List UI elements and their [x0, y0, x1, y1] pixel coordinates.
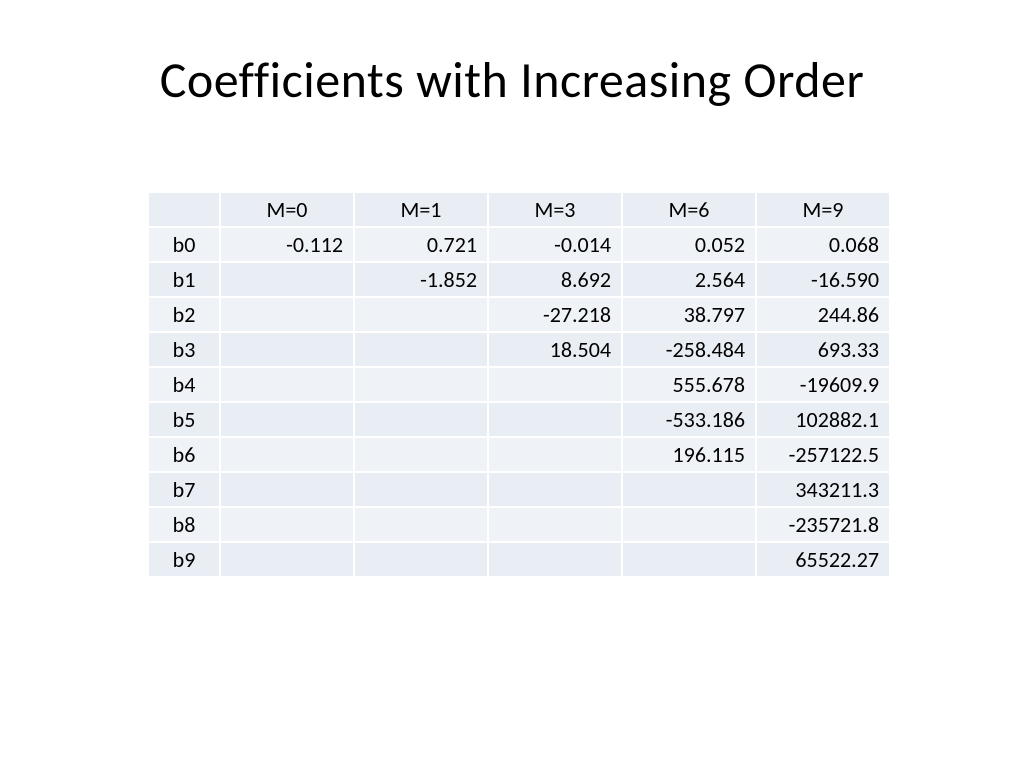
table-cell: -1.852 — [355, 263, 487, 296]
table-cell: 196.115 — [623, 438, 755, 471]
table-cell: 555.678 — [623, 368, 755, 401]
table-cell — [221, 543, 353, 576]
table-cell: 102882.1 — [757, 403, 889, 436]
table-cell — [489, 473, 621, 506]
row-label: b7 — [149, 473, 219, 506]
table-cell: -235721.8 — [757, 508, 889, 541]
table-cell: 18.504 — [489, 333, 621, 366]
page-title: Coefficients with Increasing Order — [60, 50, 964, 111]
table-cell — [489, 543, 621, 576]
table-cell — [355, 298, 487, 331]
coefficients-table: M=0M=1M=3M=6M=9 b0-0.1120.721-0.0140.0520… — [147, 191, 891, 578]
row-label: b4 — [149, 368, 219, 401]
table-cell — [221, 263, 353, 296]
table-cell — [221, 508, 353, 541]
table-cell: -19609.9 — [757, 368, 889, 401]
column-header: M=3 — [489, 193, 621, 226]
table-cell — [355, 473, 487, 506]
table-cell: 244.86 — [757, 298, 889, 331]
table-cell — [355, 438, 487, 471]
table-cell — [489, 508, 621, 541]
column-header: M=6 — [623, 193, 755, 226]
table-cell — [355, 508, 487, 541]
table-cell — [221, 403, 353, 436]
table-cell — [355, 368, 487, 401]
table-cell: 2.564 — [623, 263, 755, 296]
row-label: b9 — [149, 543, 219, 576]
table-cell: -257122.5 — [757, 438, 889, 471]
slide: Coefficients with Increasing Order M=0M=… — [0, 0, 1024, 768]
table-cell — [221, 473, 353, 506]
coefficients-table-container: M=0M=1M=3M=6M=9b0-0.1120.721-0.0140.0520… — [147, 191, 877, 578]
table-cell: -16.590 — [757, 263, 889, 296]
table-cell — [623, 508, 755, 541]
table-cell: -533.186 — [623, 403, 755, 436]
table-cell: 65522.27 — [757, 543, 889, 576]
table-cell — [221, 438, 353, 471]
table-cell — [355, 403, 487, 436]
column-header: M=9 — [757, 193, 889, 226]
table-cell — [355, 333, 487, 366]
table-cell: 0.068 — [757, 228, 889, 261]
row-label: b8 — [149, 508, 219, 541]
table-cell: 0.721 — [355, 228, 487, 261]
row-label: b0 — [149, 228, 219, 261]
table-cell: -27.218 — [489, 298, 621, 331]
table-cell — [489, 403, 621, 436]
table-cell: 38.797 — [623, 298, 755, 331]
table-cell: 8.692 — [489, 263, 621, 296]
table-cell — [489, 438, 621, 471]
table-cell — [623, 543, 755, 576]
table-cell — [623, 473, 755, 506]
table-cell: 0.052 — [623, 228, 755, 261]
row-label: b2 — [149, 298, 219, 331]
row-label: b5 — [149, 403, 219, 436]
table-cell — [221, 298, 353, 331]
table-corner-cell — [149, 193, 219, 226]
row-label: b3 — [149, 333, 219, 366]
table-cell — [355, 543, 487, 576]
table-cell — [221, 368, 353, 401]
column-header: M=0 — [221, 193, 353, 226]
table-cell — [221, 333, 353, 366]
row-label: b1 — [149, 263, 219, 296]
table-cell: -0.112 — [221, 228, 353, 261]
table-cell: 343211.3 — [757, 473, 889, 506]
table-cell: -0.014 — [489, 228, 621, 261]
table-cell — [489, 368, 621, 401]
table-cell: 693.33 — [757, 333, 889, 366]
row-label: b6 — [149, 438, 219, 471]
column-header: M=1 — [355, 193, 487, 226]
table-cell: -258.484 — [623, 333, 755, 366]
